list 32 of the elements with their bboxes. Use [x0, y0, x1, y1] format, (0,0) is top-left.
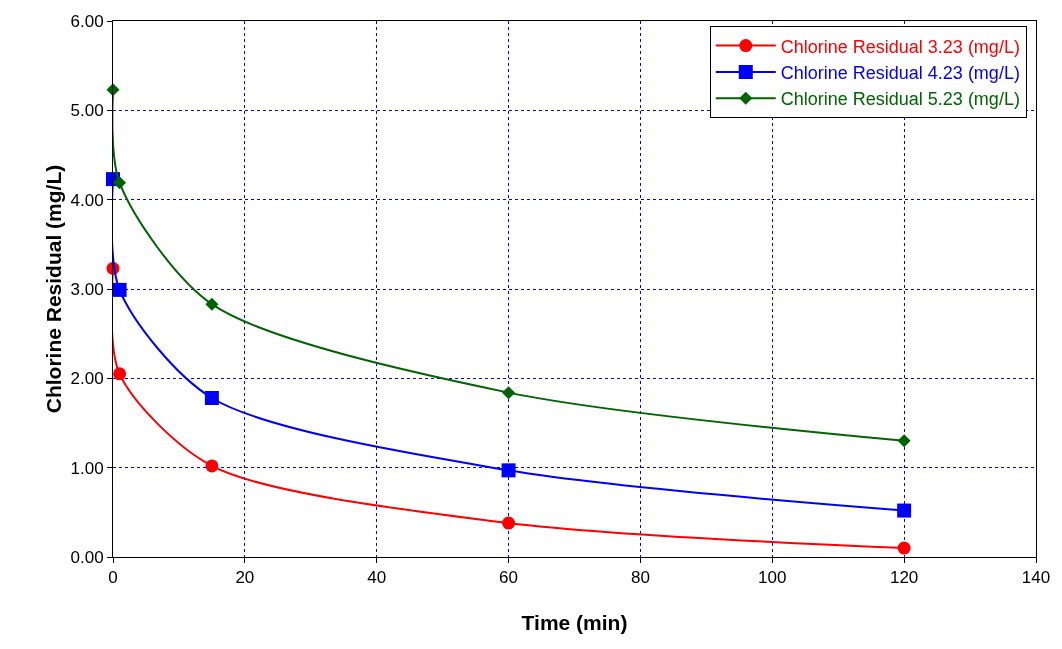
point — [205, 297, 219, 311]
y-tick-label: 0.00 — [70, 547, 104, 567]
legend-label: Chlorine Residual 3.23 (mg/L) — [780, 36, 1020, 57]
x-tick-label: 100 — [758, 568, 787, 588]
point — [502, 516, 516, 530]
legend-label: Chlorine Residual 5.23 (mg/L) — [780, 89, 1020, 110]
x-tick-label: 40 — [367, 568, 387, 588]
point — [112, 282, 127, 297]
point — [204, 390, 219, 405]
x-tick-label: 140 — [1021, 568, 1051, 588]
point — [897, 434, 911, 448]
y-tick-label: 3.00 — [70, 279, 104, 299]
x-tick-label: 0 — [108, 568, 118, 588]
y-tick-label: 1.00 — [70, 458, 104, 478]
legend-label: Chlorine Residual 4.23 (mg/L) — [780, 62, 1020, 83]
y-tick-label: 4.00 — [70, 190, 104, 210]
y-tick-label: 2.00 — [70, 369, 104, 389]
point — [897, 503, 912, 518]
x-tick-label: 20 — [235, 568, 255, 588]
point — [501, 463, 516, 478]
x-axis-title: Time (min) — [521, 611, 628, 634]
y-tick-label: 6.00 — [70, 11, 104, 31]
y-tick-label: 5.00 — [70, 101, 104, 121]
y-axis-title: Chlorine Residual (mg/L) — [42, 164, 65, 414]
point — [205, 459, 219, 473]
x-tick-label: 60 — [499, 568, 519, 588]
point — [113, 367, 127, 381]
point — [502, 386, 516, 400]
point — [897, 541, 911, 555]
x-tick-label: 120 — [889, 568, 919, 588]
point — [113, 176, 127, 190]
x-tick-label: 80 — [630, 568, 650, 588]
